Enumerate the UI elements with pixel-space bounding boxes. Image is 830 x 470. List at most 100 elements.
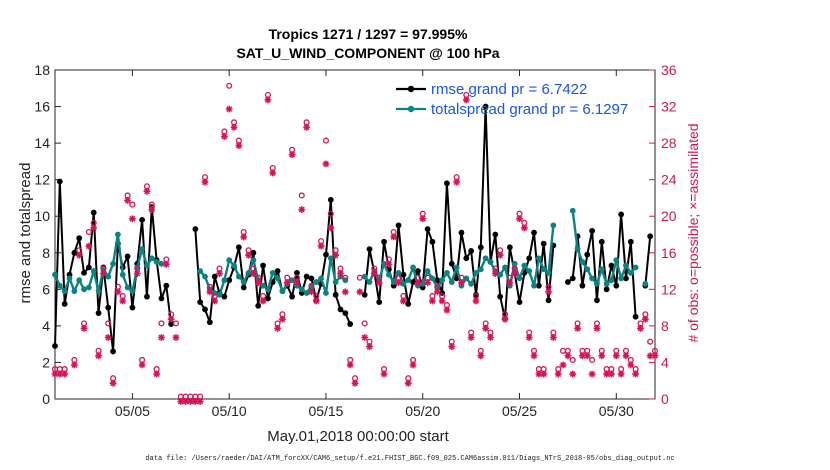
- series-point-rmse: [565, 279, 571, 285]
- obs-possible-marker: [647, 338, 654, 345]
- series-point-rmse: [85, 264, 92, 271]
- obs-assimilated-marker: [482, 324, 490, 332]
- obs-assimilated-marker: [385, 261, 393, 268]
- obs-assimilated-marker: [90, 224, 98, 232]
- series-point-spread: [482, 255, 489, 262]
- obs-assimilated-marker: [458, 279, 465, 287]
- series-point-spread: [361, 273, 368, 280]
- obs-assimilated-marker: [588, 370, 596, 378]
- series-point-spread: [323, 290, 329, 296]
- y-tick-label: 4: [42, 318, 50, 334]
- obs-assimilated-marker: [569, 370, 577, 378]
- obs-assimilated-marker: [322, 160, 330, 168]
- series-point-spread: [444, 269, 450, 276]
- series-point-spread: [429, 275, 436, 282]
- series-point-spread: [632, 264, 639, 271]
- obs-assimilated-marker: [361, 334, 369, 341]
- obs-assimilated-marker: [337, 270, 344, 277]
- series-point-rmse: [144, 293, 150, 300]
- obs-assimilated-marker: [99, 270, 107, 277]
- series-point-rmse: [255, 302, 262, 309]
- obs-assimilated-marker: [414, 279, 422, 287]
- series-point-spread: [497, 271, 504, 278]
- series-point-spread: [448, 279, 455, 285]
- obs-assimilated-marker: [491, 270, 499, 277]
- series-point-rmse: [105, 304, 112, 311]
- obs-assimilated-marker: [438, 297, 446, 305]
- series-point-spread: [245, 269, 252, 276]
- obs-assimilated-marker: [395, 279, 402, 287]
- series-point-spread: [511, 260, 518, 267]
- series-point-spread: [623, 262, 629, 269]
- obs-assimilated-marker: [269, 169, 277, 177]
- series-point-rmse: [250, 249, 257, 256]
- series-point-rmse: [342, 310, 349, 316]
- series-point-rmse: [415, 268, 421, 274]
- series-point-rmse: [540, 240, 547, 247]
- series-point-rmse: [129, 304, 136, 311]
- series-point-rmse: [647, 233, 654, 240]
- series-point-rmse: [376, 299, 383, 306]
- y-tick-label-right: 12: [661, 281, 677, 297]
- series-point-spread: [410, 264, 416, 271]
- obs-assimilated-marker: [51, 370, 59, 378]
- series-point-spread: [260, 282, 266, 289]
- obs-assimilated-marker: [429, 297, 436, 305]
- series-point-rmse: [584, 251, 591, 258]
- y-tick-label-right: 20: [661, 208, 677, 224]
- series-point-rmse: [308, 275, 315, 282]
- series-point-rmse: [366, 246, 373, 253]
- series-point-rmse: [81, 269, 87, 276]
- series-point-spread: [405, 277, 412, 284]
- series-point-spread: [226, 257, 233, 263]
- series-point-rmse: [294, 269, 300, 276]
- x-tick-label: 05/30: [599, 403, 634, 419]
- obs-assimilated-marker: [603, 370, 611, 378]
- series-point-rmse: [347, 321, 354, 327]
- obs-assimilated-marker: [167, 315, 175, 323]
- series-point-spread: [487, 259, 494, 265]
- obs-assimilated-marker: [637, 324, 644, 332]
- series-point-spread: [216, 291, 223, 298]
- series-point-spread: [274, 275, 281, 282]
- series-point-spread: [390, 279, 397, 285]
- obs-assimilated-marker: [177, 398, 185, 405]
- legend-marker-rmse: [407, 85, 415, 93]
- obs-assimilated-marker: [540, 370, 548, 378]
- series-point-spread: [424, 268, 431, 274]
- obs-assimilated-marker: [520, 224, 528, 232]
- obs-assimilated-marker: [399, 297, 407, 305]
- data-file-footnote: data file: /Users/raeder/DAI/ATM_forcXX/…: [145, 455, 674, 463]
- series-point-rmse: [235, 244, 242, 251]
- obs-assimilated-marker: [240, 233, 248, 241]
- series-point-rmse: [221, 293, 228, 300]
- obs-assimilated-marker: [162, 261, 170, 268]
- obs-assimilated-marker: [298, 206, 306, 213]
- x-tick-label: 05/20: [405, 403, 440, 419]
- series-point-spread: [526, 268, 533, 274]
- obs-assimilated-marker: [95, 352, 102, 360]
- series-point-rmse: [448, 260, 455, 267]
- obs-possible-marker: [85, 228, 92, 236]
- series-point-spread: [139, 246, 145, 253]
- series-line-rmse: [363, 105, 555, 320]
- x-tick-label: 05/15: [308, 403, 343, 419]
- obs-assimilated-marker: [472, 297, 480, 305]
- series-point-rmse: [545, 297, 552, 304]
- series-point-rmse: [303, 273, 310, 280]
- series-point-spread: [221, 277, 228, 284]
- series-point-spread: [81, 286, 87, 293]
- obs-assimilated-marker: [424, 279, 431, 287]
- obs-assimilated-marker: [206, 288, 214, 296]
- series-point-rmse: [579, 282, 586, 289]
- series-point-spread: [66, 275, 73, 282]
- obs-assimilated-marker: [119, 297, 127, 305]
- series-point-spread: [197, 268, 204, 274]
- obs-assimilated-marker: [409, 361, 417, 369]
- series-point-rmse: [497, 293, 504, 300]
- series-point-spread: [535, 255, 542, 262]
- obs-assimilated-marker: [332, 251, 340, 259]
- obs-assimilated-marker: [487, 334, 494, 341]
- series-point-spread: [61, 288, 68, 295]
